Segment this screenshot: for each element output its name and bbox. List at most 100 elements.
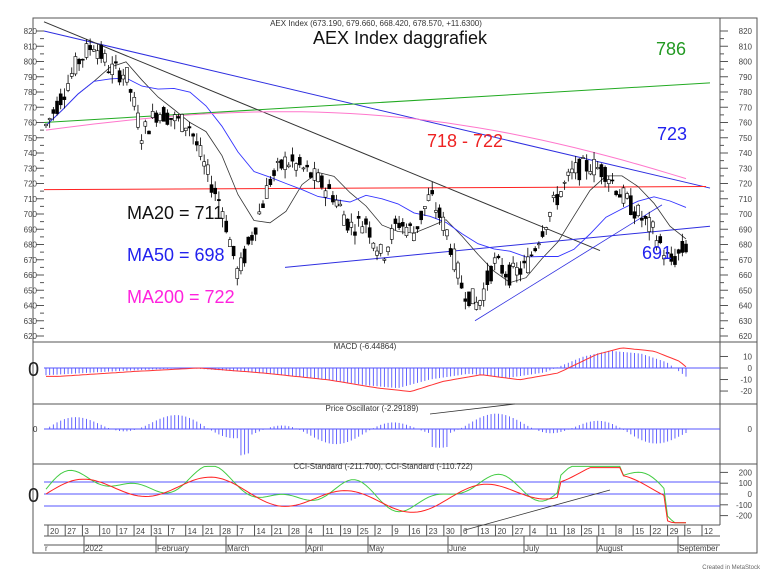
x-day-label: 3 [84, 527, 89, 536]
candle-down [555, 194, 560, 206]
candle-down [658, 236, 663, 244]
candle-up [636, 204, 640, 217]
x-day-label: 15 [635, 527, 644, 536]
y-tick-label-right: 720 [739, 180, 753, 189]
candle-down [253, 227, 258, 235]
candle-down [577, 158, 582, 181]
candle-up [606, 179, 611, 184]
candle-up [515, 267, 519, 276]
candle-up [158, 114, 162, 122]
candle-up [581, 157, 585, 159]
candle-up [92, 49, 96, 52]
x-day-label: 30 [446, 527, 455, 536]
footer-credit: Created in MetaStock [702, 565, 761, 571]
y-tick-label-left: 760 [24, 119, 38, 128]
candle-up [206, 164, 210, 175]
x-month-label: July [525, 544, 539, 553]
y-tick-label-left: 770 [24, 103, 38, 112]
x-day-label: 9 [394, 527, 399, 536]
candle-up [434, 210, 438, 213]
macd-y-tick-label: 10 [743, 352, 752, 361]
candle-down [400, 222, 405, 227]
candle-down [463, 298, 468, 302]
level-786-label: 786 [656, 39, 686, 59]
y-tick-label-right: 670 [739, 256, 753, 265]
y-tick-label-left: 800 [24, 58, 38, 67]
candle-down [437, 207, 442, 218]
candle-down [231, 245, 236, 257]
candle-up [404, 227, 409, 236]
candle-down [529, 254, 534, 257]
cci-red-line [45, 467, 686, 524]
candle-up [662, 255, 666, 260]
candle-down [503, 273, 508, 278]
y-tick-label-left: 720 [24, 180, 38, 189]
candle-up [228, 239, 232, 247]
candle-down [640, 217, 644, 221]
y-tick-label-right: 790 [739, 73, 753, 82]
steep-support-trendline [474, 204, 663, 322]
y-tick-label-right: 650 [739, 286, 753, 295]
candle-down [191, 133, 195, 137]
candle-down [114, 61, 118, 64]
candle-down [489, 265, 493, 282]
chart-title: AEX Index daggrafiek [313, 28, 488, 48]
x-day-label: 4 [308, 527, 313, 536]
candle-up [150, 111, 155, 118]
candle-up [342, 214, 346, 226]
candle-up [264, 185, 269, 199]
candle-down [290, 154, 295, 162]
x-day-label: 27 [67, 527, 76, 536]
candle-down [195, 141, 199, 146]
falling-upper-trendline [43, 30, 711, 189]
candle-up [139, 140, 144, 144]
cci-trendline [464, 489, 611, 531]
candle-up [235, 268, 240, 279]
candle-down [327, 184, 332, 190]
candle-up [316, 172, 320, 182]
candle-down [250, 235, 254, 241]
y-tick-label-right: 630 [739, 317, 753, 326]
candle-down [364, 218, 368, 225]
candle-down [397, 222, 401, 228]
y-tick-label-right: 680 [739, 241, 753, 250]
candle-up [375, 250, 379, 256]
candle-up [349, 221, 354, 228]
ma20-line [45, 61, 687, 284]
y-tick-label-left: 740 [24, 149, 38, 158]
candle-down [99, 44, 103, 59]
y-tick-label-left: 810 [24, 42, 38, 51]
x-day-label: 16 [411, 527, 420, 536]
candle-down [617, 194, 622, 198]
macd-zero-label: 0 [28, 359, 39, 381]
candle-up [275, 161, 280, 163]
candle-down [614, 190, 618, 196]
candle-down [154, 112, 159, 123]
candle-down [500, 264, 504, 274]
candle-up [389, 228, 394, 240]
candle-up [481, 288, 486, 301]
y-tick-label-left: 710 [24, 195, 38, 204]
candle-up [257, 211, 262, 215]
x-day-label: 6 [463, 527, 468, 536]
candle-down [518, 268, 523, 275]
candle-up [478, 300, 482, 306]
x-day-label: 12 [704, 527, 713, 536]
y-tick-label-right: 810 [739, 42, 753, 51]
x-month-label: March [227, 544, 249, 553]
chart-frame [32, 17, 758, 554]
candle-down [224, 220, 229, 233]
candle-down [62, 96, 67, 100]
candle-down [485, 270, 490, 285]
candle-down [77, 58, 81, 65]
candle-up [470, 288, 475, 305]
x-day-label: 5 [687, 527, 692, 536]
candle-down [165, 112, 170, 125]
candle-up [338, 203, 343, 207]
candle-up [573, 162, 578, 174]
y-tick-label-left: 640 [24, 302, 38, 311]
candle-up [595, 167, 600, 170]
x-month-label: September [679, 544, 718, 553]
cci-panel [44, 465, 720, 531]
y-tick-label-left: 780 [24, 88, 38, 97]
